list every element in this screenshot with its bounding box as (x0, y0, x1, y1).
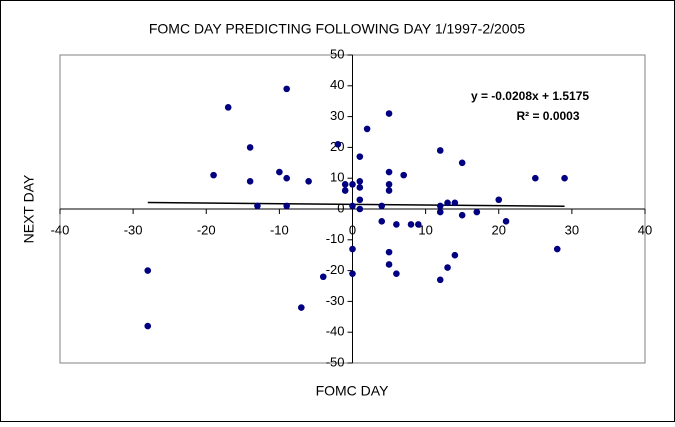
point (356, 153, 364, 160)
chart-title: FOMC DAY PREDICTING FOLLOWING DAY 1/1997… (149, 21, 526, 37)
x-tick-label: -30 (124, 222, 143, 237)
point (451, 251, 459, 259)
y-tick-label: -40 (326, 324, 345, 339)
trendline (147, 201, 565, 207)
point (393, 221, 400, 228)
point (341, 187, 349, 194)
point (283, 174, 290, 182)
point (458, 211, 466, 219)
point (356, 196, 364, 204)
point (144, 267, 152, 274)
point (473, 208, 481, 216)
point (385, 168, 393, 176)
point (444, 264, 451, 271)
point (458, 159, 466, 167)
point (349, 245, 356, 253)
point (283, 85, 290, 93)
point (385, 187, 393, 194)
point (415, 221, 422, 228)
point (444, 199, 451, 207)
point (385, 248, 393, 256)
point (451, 199, 459, 207)
y-tick-label: -30 (326, 293, 345, 308)
point (436, 276, 444, 284)
y-axis-label: NEXT DAY (21, 174, 37, 243)
point (436, 147, 444, 154)
y-tick-label: 30 (330, 108, 344, 123)
point (363, 125, 371, 133)
r-squared: R² = 0.0003 (516, 109, 579, 123)
point (502, 218, 510, 225)
point (393, 270, 400, 277)
point (436, 202, 444, 210)
equation: y = -0.0208x + 1.5175 (471, 89, 589, 103)
point (210, 171, 217, 179)
y-tick-label: 10 (330, 170, 344, 185)
x-tick-label: 20 (492, 222, 506, 237)
point (532, 174, 539, 182)
point (561, 174, 568, 182)
point (341, 181, 349, 188)
point (305, 177, 312, 185)
x-tick-label: -20 (197, 222, 216, 237)
point (400, 171, 407, 179)
point (246, 177, 254, 185)
x-tick-label: 10 (418, 222, 432, 237)
y-tick-label: 40 (330, 77, 344, 92)
point (334, 141, 342, 148)
point (276, 168, 283, 176)
x-axis-label: FOMC DAY (316, 383, 390, 399)
point (436, 208, 444, 216)
point (246, 144, 254, 151)
point (378, 218, 386, 225)
y-tick-label: -50 (326, 354, 345, 369)
y-tick-label: 0 (337, 200, 344, 215)
point (254, 202, 261, 210)
x-tick-label: 0 (349, 222, 356, 237)
point (349, 270, 356, 277)
point (495, 196, 503, 204)
point (407, 221, 415, 228)
point (356, 177, 364, 185)
point (356, 184, 364, 191)
y-tick-label: 50 (330, 46, 344, 61)
point (385, 110, 393, 117)
point (385, 181, 393, 188)
point (349, 202, 356, 210)
point (144, 322, 152, 330)
point (224, 104, 232, 111)
point (349, 181, 356, 188)
point (298, 304, 305, 311)
point (378, 202, 386, 210)
point (356, 205, 364, 213)
point (319, 273, 327, 281)
point (385, 261, 393, 268)
x-tick-label: -40 (51, 222, 70, 237)
x-tick-label: 30 (565, 222, 579, 237)
x-tick-label: 40 (638, 222, 652, 237)
point (283, 202, 290, 210)
y-tick-label: -20 (326, 262, 345, 277)
x-tick-label: -10 (270, 222, 289, 237)
point (553, 245, 561, 253)
y-tick-label: -10 (326, 231, 345, 246)
